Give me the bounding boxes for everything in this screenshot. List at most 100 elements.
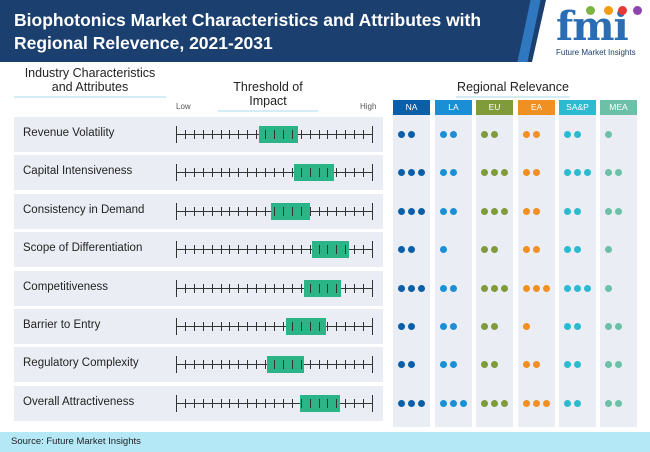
scale-tick	[176, 279, 177, 297]
relevance-dot	[605, 169, 612, 177]
scale-tick	[282, 283, 284, 293]
relevance-dot	[564, 169, 571, 177]
scale-tick	[327, 168, 329, 178]
relevance-dot	[564, 361, 571, 369]
scale-tick	[336, 130, 338, 139]
relevance-dot	[491, 323, 498, 330]
relevance-dot	[481, 246, 488, 254]
impact-scale	[176, 126, 373, 143]
scale-tick	[256, 168, 258, 178]
scale-tick	[229, 168, 231, 178]
scale-tick	[282, 398, 284, 408]
scale-tick	[300, 360, 302, 370]
scale-tick	[176, 164, 177, 182]
region-column-sap: SA&P	[559, 100, 596, 427]
scale-tick	[211, 322, 213, 331]
threshold-heading: Threshold of Impact	[218, 80, 318, 112]
relevance-dots	[564, 207, 581, 215]
relevance-dots	[440, 361, 457, 369]
scale-tick	[309, 398, 311, 408]
scale-tick	[247, 245, 249, 255]
scale-tick	[372, 202, 373, 220]
scale-tick	[265, 245, 267, 255]
scale-tick	[372, 126, 373, 143]
scale-tick	[354, 283, 356, 293]
relevance-dot	[543, 399, 550, 407]
scale-tick	[229, 130, 231, 139]
region-column-la: LA	[435, 100, 472, 427]
relevance-dots	[440, 246, 447, 254]
scale-tick	[336, 322, 338, 331]
relevance-dot	[523, 207, 530, 215]
scale-tick	[345, 130, 347, 139]
scale-tick	[202, 398, 204, 408]
relevance-dots	[605, 131, 612, 138]
relevance-dots	[564, 284, 591, 292]
scale-tick	[291, 322, 293, 331]
relevance-dot	[605, 246, 612, 254]
impact-range-box	[304, 279, 342, 297]
impact-scale	[176, 241, 373, 259]
scale-tick	[211, 398, 213, 408]
scale-tick	[372, 241, 373, 259]
scale-tick	[193, 398, 195, 408]
relevance-dot	[574, 207, 581, 215]
attribute-row: Regulatory Complexity	[14, 347, 383, 383]
relevance-dots	[523, 131, 540, 138]
impact-range-box	[258, 126, 299, 143]
scale-tick	[202, 130, 204, 139]
relevance-dot	[564, 207, 571, 215]
scale-tick	[256, 206, 258, 216]
region-column-ea: EA	[518, 100, 555, 427]
relevance-dot	[418, 169, 425, 177]
relevance-dot	[543, 284, 550, 292]
scale-tick	[193, 322, 195, 331]
relevance-dot	[398, 169, 405, 177]
scale-tick	[318, 130, 320, 139]
relevance-dots	[564, 399, 581, 407]
scale-tick	[318, 283, 320, 293]
scale-tick	[184, 168, 186, 178]
scale-tick	[211, 245, 213, 255]
scale-tick	[300, 398, 302, 408]
scale-tick	[345, 245, 347, 255]
relevance-dot	[584, 169, 591, 177]
relevance-dot	[408, 131, 415, 138]
scale-tick	[336, 398, 338, 408]
scale-tick	[256, 360, 258, 370]
scale-tick	[282, 130, 284, 139]
scale-tick	[336, 283, 338, 293]
relevance-dot	[491, 169, 498, 177]
scale-tick	[363, 245, 365, 255]
relevance-dot	[398, 207, 405, 215]
scale-tick	[211, 360, 213, 370]
impact-range-box	[300, 394, 340, 412]
scale-tick	[336, 245, 338, 255]
scale-tick	[300, 245, 302, 255]
scale-tick	[238, 245, 240, 255]
attribute-row: Competitiveness	[14, 270, 383, 306]
relevance-dots	[440, 323, 457, 330]
relevance-dot	[564, 399, 571, 407]
scale-tick	[318, 206, 320, 216]
scale-tick	[345, 168, 347, 178]
relevance-dot	[418, 284, 425, 292]
attribute-label: Revenue Volatility	[23, 127, 115, 139]
relevance-dot	[605, 399, 612, 407]
scale-tick	[220, 360, 222, 370]
scale-tick	[184, 206, 186, 216]
scale-tick	[345, 206, 347, 216]
scale-tick	[238, 283, 240, 293]
scale-tick	[274, 130, 275, 139]
relevance-dot	[533, 361, 540, 369]
relevance-dots	[398, 169, 425, 177]
scale-tick	[291, 245, 293, 255]
scale-tick	[274, 245, 275, 255]
scale-tick	[184, 398, 186, 408]
scale-tick	[274, 398, 275, 408]
scale-tick	[363, 168, 365, 178]
relevance-dot	[533, 207, 540, 215]
relevance-dot	[533, 169, 540, 177]
scale-tick	[372, 279, 373, 297]
relevance-dots	[440, 169, 457, 177]
